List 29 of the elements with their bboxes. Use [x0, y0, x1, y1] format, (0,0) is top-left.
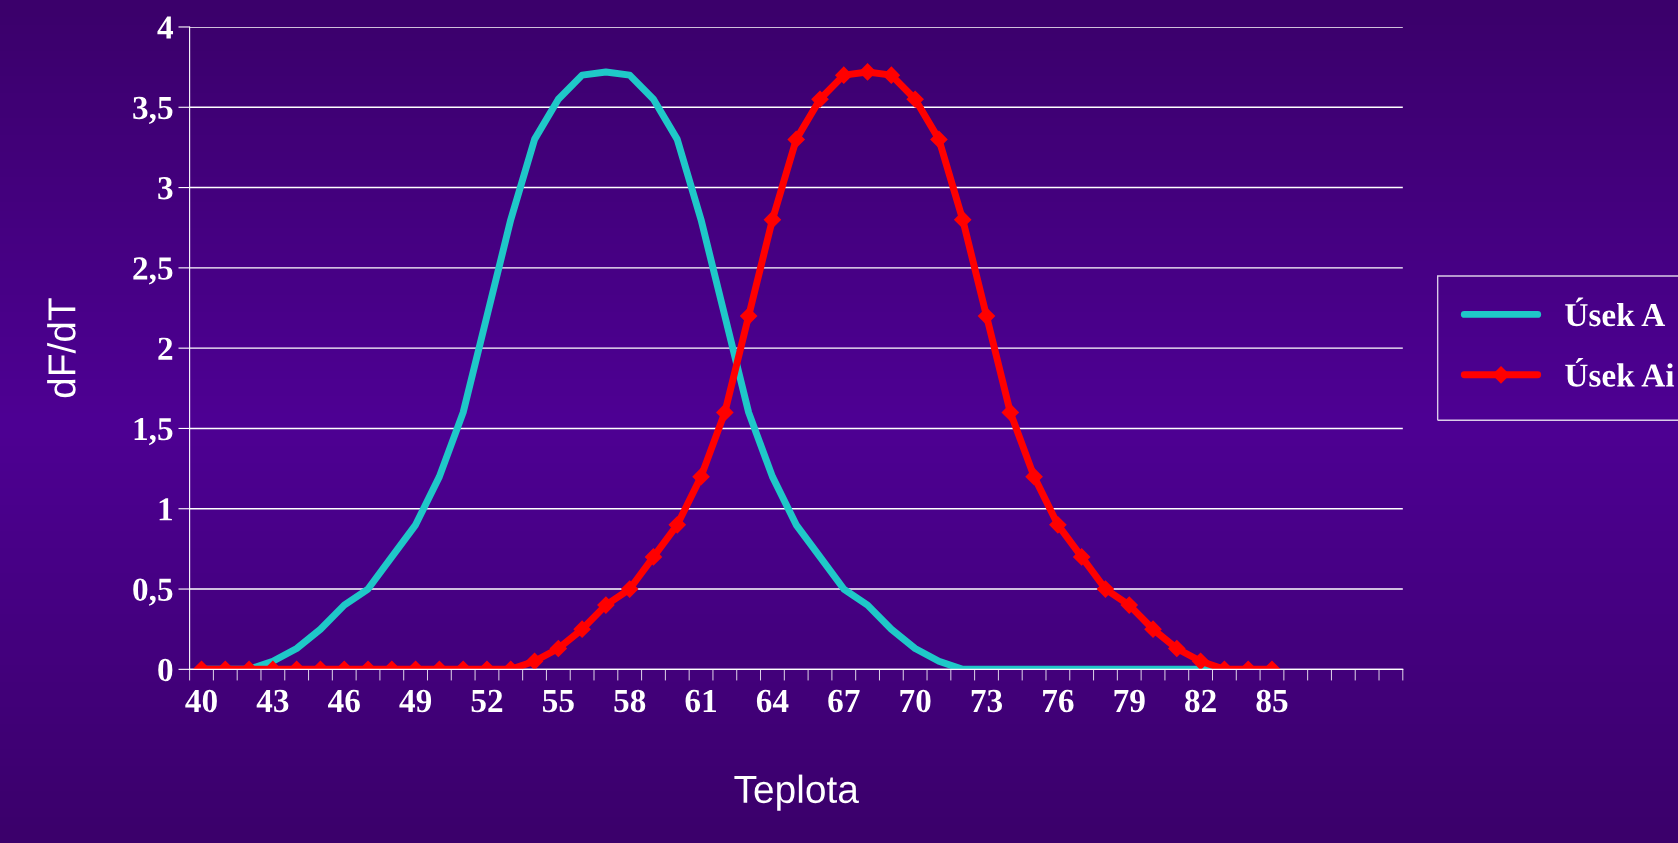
x-tick-label: 82 — [1185, 689, 1216, 713]
legend-label: Úsek A — [1565, 297, 1666, 327]
y-tick-label: 2 — [158, 337, 173, 360]
y-axis-title: dF/dT — [47, 298, 76, 398]
x-tick-label: 85 — [1256, 689, 1288, 713]
y-tick-label: 0 — [158, 658, 173, 682]
y-tick-label: 3,5 — [133, 96, 173, 124]
x-tick-label: 70 — [900, 689, 931, 713]
x-tick-label: 73 — [971, 689, 1003, 713]
x-tick-label: 49 — [399, 689, 432, 713]
x-tick-label: 79 — [1114, 689, 1145, 713]
y-tick-label: 1 — [159, 498, 172, 521]
x-tick-label: 46 — [328, 689, 360, 713]
x-tick-label: 43 — [256, 689, 289, 713]
y-tick-label: 3 — [158, 177, 173, 200]
y-tick-label: 0,5 — [133, 578, 173, 606]
x-tick-label: 55 — [543, 690, 574, 713]
y-tick-label: 4 — [157, 16, 174, 39]
y-tick-label: 1,5 — [134, 418, 173, 446]
legend-label: Úsek Ai — [1565, 358, 1675, 387]
x-tick-label: 67 — [828, 689, 860, 713]
x-axis-title: Teplota — [734, 774, 859, 811]
x-tick-label: 64 — [756, 689, 789, 713]
x-tick-label: 40 — [185, 689, 217, 713]
y-tick-label: 2,5 — [133, 257, 173, 285]
x-tick-label: 76 — [1043, 689, 1074, 713]
x-tick-label: 58 — [614, 689, 646, 713]
x-tick-label: 61 — [685, 689, 716, 713]
x-tick-label: 52 — [471, 689, 503, 713]
